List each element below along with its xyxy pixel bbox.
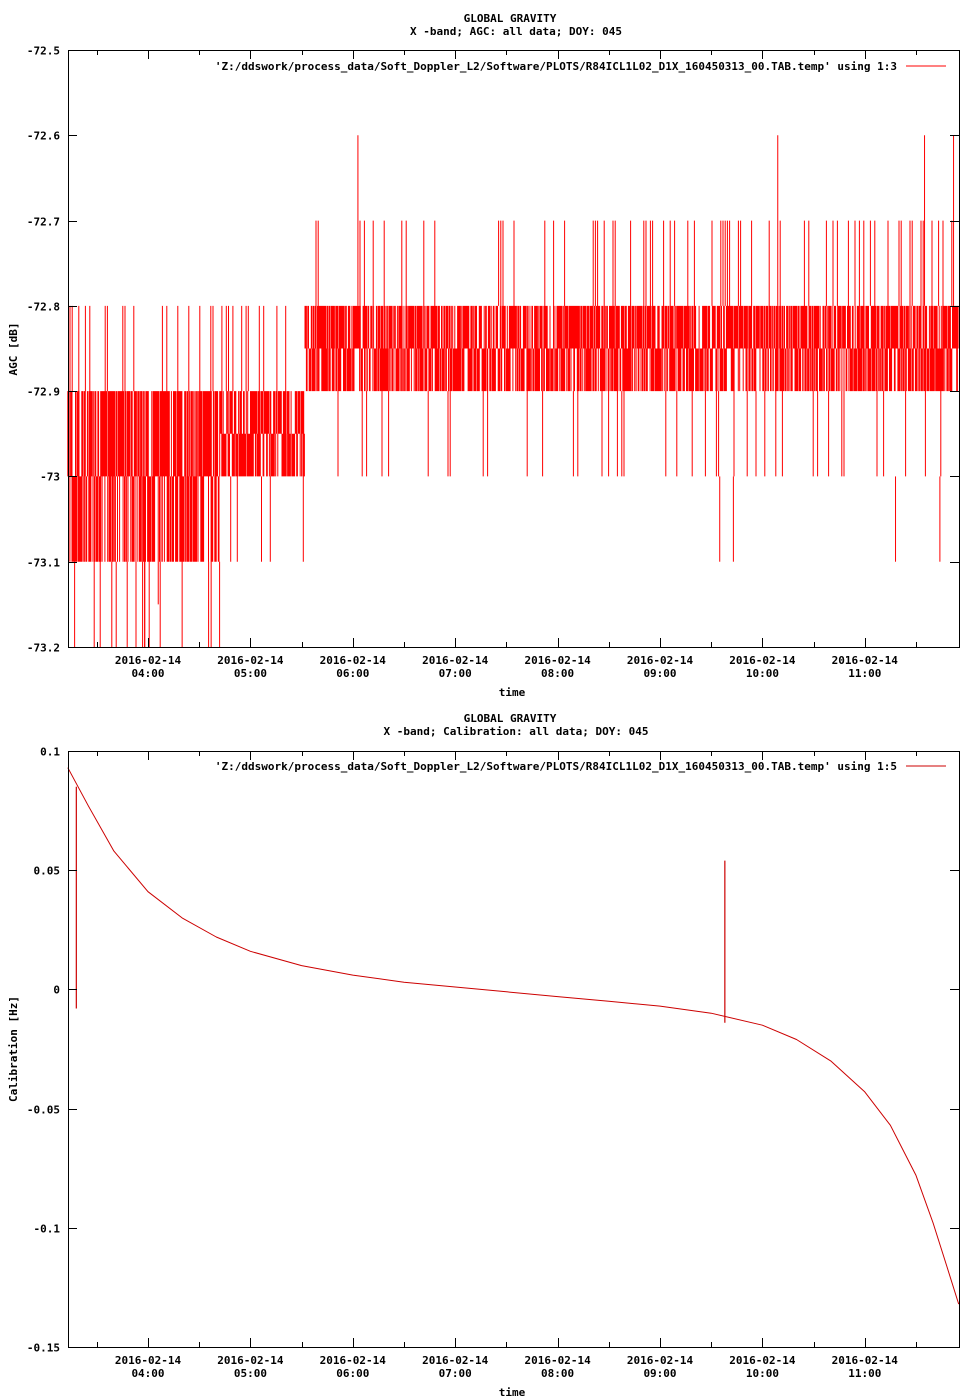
agc-x-tick-date: 2016-02-14 bbox=[832, 654, 899, 667]
calibration-plot-frame bbox=[68, 751, 960, 1348]
calibration-y-tick-label: -0.15 bbox=[27, 1342, 60, 1355]
agc-y-tick-label: -72.7 bbox=[27, 216, 60, 229]
calibration-x-tick-time: 09:00 bbox=[643, 1367, 676, 1380]
calibration-x-axis: 2016-02-1404:002016-02-1405:002016-02-14… bbox=[97, 751, 917, 1380]
agc-x-tick-date: 2016-02-14 bbox=[524, 654, 591, 667]
calibration-x-tick-time: 04:00 bbox=[131, 1367, 164, 1380]
calibration-y-axis: 0.1 0.05 0 -0.05 -0.1 -0.15 bbox=[27, 746, 959, 1355]
calibration-x-tick-date: 2016-02-14 bbox=[422, 1354, 489, 1367]
agc-y-tick-label: -72.5 bbox=[27, 45, 60, 58]
agc-series-line bbox=[67, 220, 959, 647]
agc-x-tick-time: 11:00 bbox=[848, 667, 881, 680]
calibration-chart-subtitle: X -band; Calibration: all data; DOY: 045 bbox=[384, 725, 649, 738]
agc-y-tick-label: -72.8 bbox=[27, 301, 60, 314]
calibration-y-tick-label: 0.05 bbox=[34, 865, 61, 878]
calibration-x-tick-date: 2016-02-14 bbox=[320, 1354, 387, 1367]
calibration-x-tick-date: 2016-02-14 bbox=[217, 1354, 284, 1367]
agc-y-tick-label: -73.1 bbox=[27, 557, 60, 570]
calibration-x-tick-time: 10:00 bbox=[746, 1367, 779, 1380]
agc-chart-title: GLOBAL GRAVITY bbox=[464, 12, 557, 25]
calibration-y-tick-label: 0.1 bbox=[40, 746, 60, 759]
calibration-data-series bbox=[67, 767, 960, 1305]
calibration-chart-title: GLOBAL GRAVITY bbox=[464, 712, 557, 725]
agc-chart-subtitle: X -band; AGC: all data; DOY: 045 bbox=[410, 25, 622, 38]
agc-x-axis-label: time bbox=[499, 686, 526, 699]
calibration-y-tick-label: -0.05 bbox=[27, 1104, 60, 1117]
calibration-x-tick-time: 11:00 bbox=[848, 1367, 881, 1380]
agc-x-tick-date: 2016-02-14 bbox=[422, 654, 489, 667]
agc-x-tick-time: 07:00 bbox=[439, 667, 472, 680]
agc-y-tick-label: -72.9 bbox=[27, 386, 60, 399]
agc-chart: GLOBAL GRAVITY X -band; AGC: all data; D… bbox=[7, 12, 960, 699]
calibration-x-tick-date: 2016-02-14 bbox=[729, 1354, 796, 1367]
calibration-x-tick-date: 2016-02-14 bbox=[115, 1354, 182, 1367]
agc-x-tick-date: 2016-02-14 bbox=[729, 654, 796, 667]
agc-legend-text: 'Z:/ddswork/process_data/Soft_Doppler_L2… bbox=[215, 60, 897, 73]
agc-x-tick-time: 06:00 bbox=[336, 667, 369, 680]
calibration-chart: GLOBAL GRAVITY X -band; Calibration: all… bbox=[7, 712, 960, 1399]
agc-x-tick-time: 08:00 bbox=[541, 667, 574, 680]
agc-x-tick-date: 2016-02-14 bbox=[115, 654, 182, 667]
agc-x-tick-date: 2016-02-14 bbox=[320, 654, 387, 667]
calibration-y-tick-label: 0 bbox=[53, 984, 60, 997]
calibration-legend-text: 'Z:/ddswork/process_data/Soft_Doppler_L2… bbox=[215, 760, 897, 773]
agc-y-tick-label: -73.2 bbox=[27, 642, 60, 655]
calibration-x-tick-time: 06:00 bbox=[336, 1367, 369, 1380]
calibration-y-tick-label: -0.1 bbox=[34, 1223, 61, 1236]
agc-y-tick-label: -73 bbox=[40, 471, 60, 484]
calibration-x-tick-date: 2016-02-14 bbox=[627, 1354, 694, 1367]
calibration-series-line bbox=[67, 767, 960, 1305]
agc-x-tick-date: 2016-02-14 bbox=[217, 654, 284, 667]
calibration-x-axis-label: time bbox=[499, 1386, 526, 1399]
agc-x-tick-date: 2016-02-14 bbox=[627, 654, 694, 667]
agc-plot-frame bbox=[68, 50, 960, 648]
calibration-x-tick-date: 2016-02-14 bbox=[832, 1354, 899, 1367]
agc-y-axis-label: AGC [dB] bbox=[7, 323, 20, 376]
calibration-x-tick-time: 05:00 bbox=[234, 1367, 267, 1380]
agc-x-tick-time: 09:00 bbox=[643, 667, 676, 680]
calibration-y-axis-label: Calibration [Hz] bbox=[7, 996, 20, 1102]
agc-x-tick-time: 05:00 bbox=[234, 667, 267, 680]
agc-x-tick-time: 04:00 bbox=[131, 667, 164, 680]
calibration-x-tick-date: 2016-02-14 bbox=[524, 1354, 591, 1367]
calibration-x-tick-time: 07:00 bbox=[439, 1367, 472, 1380]
agc-y-axis: -72.5 -72.6 -72.7 -72.8 -72.9 -73 -73.1 -73.2 bbox=[27, 45, 959, 655]
agc-x-tick-time: 10:00 bbox=[746, 667, 779, 680]
agc-x-axis: 2016-02-1404:002016-02-1405:002016-02-14… bbox=[97, 50, 917, 680]
agc-y-tick-label: -72.6 bbox=[27, 130, 60, 143]
calibration-x-tick-time: 08:00 bbox=[541, 1367, 574, 1380]
agc-data-series bbox=[67, 135, 959, 647]
